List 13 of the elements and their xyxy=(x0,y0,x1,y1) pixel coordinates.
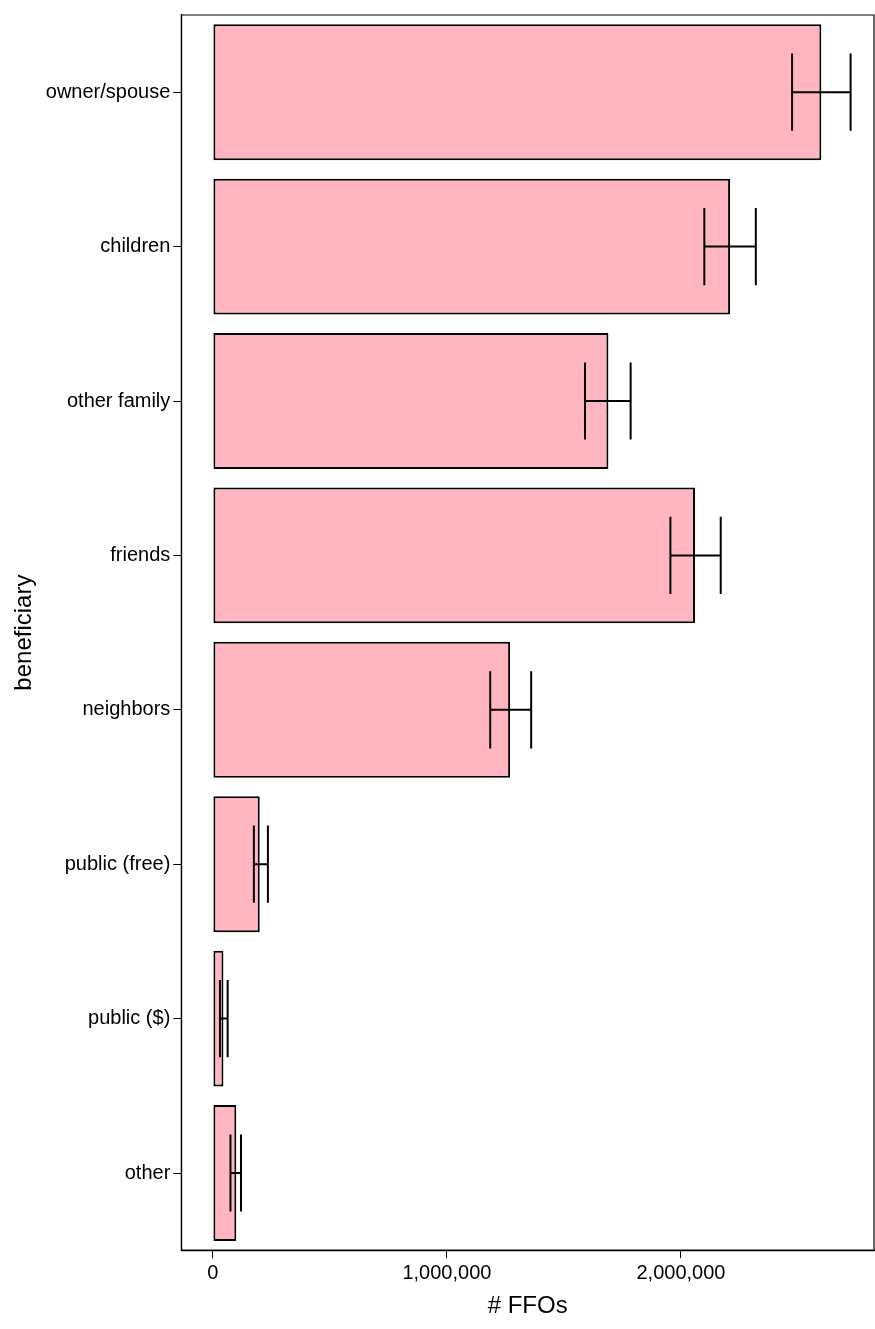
x-tick-label: 0 xyxy=(207,1260,219,1283)
x-tick-label: 1,000,000 xyxy=(402,1260,492,1283)
y-tick-label: neighbors xyxy=(82,697,171,720)
y-tick-label: public ($) xyxy=(88,1006,171,1029)
y-tick-label: owner/spouse xyxy=(45,79,171,102)
y-tick-label: other family xyxy=(66,388,171,411)
y-tick-label: other xyxy=(124,1160,171,1183)
y-tick-label: children xyxy=(100,234,171,257)
x-tick-label: 2,000,000 xyxy=(636,1260,726,1283)
y-tick-label: public (free) xyxy=(64,851,171,874)
x-axis-title: # FFOs xyxy=(487,1291,568,1319)
y-tick-label: friends xyxy=(110,542,171,565)
y-axis-title: beneficiary xyxy=(9,574,37,691)
